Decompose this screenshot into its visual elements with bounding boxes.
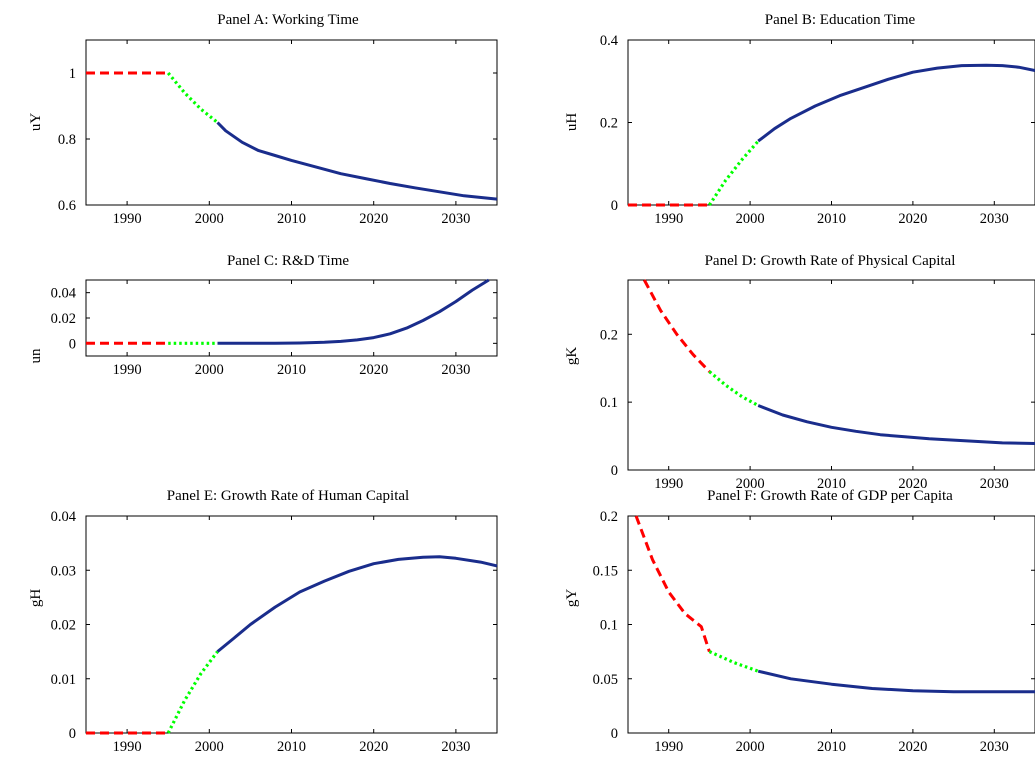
- panel-a-title: Panel A: Working Time: [217, 12, 359, 28]
- panel-a-xtick-label: 2020: [359, 211, 388, 227]
- panel-e-ytick-label: 0.01: [51, 672, 76, 688]
- panel-c-xtick-label: 2020: [359, 362, 388, 378]
- panel-e: Panel E: Growth Rate of Human Capital gH…: [28, 488, 498, 755]
- panel-f-ytick-label: 0.2: [600, 509, 618, 525]
- panel-a-xtick-label: 2000: [195, 211, 224, 227]
- panel-a-ytick-label: 0.6: [58, 198, 76, 214]
- panel-f-series-solid: [757, 669, 1035, 694]
- panel-f: Panel F: Growth Rate of GDP per Capita g…: [564, 488, 1035, 755]
- panel-a-xtick-label: 2010: [277, 211, 306, 227]
- panel-b-ytick-label: 0.4: [600, 33, 619, 49]
- panel-d-series-dotted: [708, 370, 759, 407]
- panel-b-xtick-label: 2030: [980, 211, 1009, 227]
- panel-f-ytick-label: 0.1: [600, 618, 618, 634]
- panel-b-ytick-label: 0.2: [600, 116, 618, 132]
- panel-d-title: Panel D: Growth Rate of Physical Capital: [705, 253, 956, 269]
- panel-a-ytick-label: 0.8: [58, 132, 76, 148]
- panel-f-xtick-label: 2030: [980, 739, 1009, 755]
- panel-e-ytick-label: 0.04: [51, 509, 77, 525]
- panel-c-ytick-label: 0.02: [51, 311, 76, 327]
- panel-a-ylabel: uY: [28, 113, 44, 132]
- panel-d: Panel D: Growth Rate of Physical Capital…: [564, 253, 1035, 492]
- panel-a: Panel A: Working Time uY 1990 2000 2010 202…: [28, 12, 498, 227]
- panel-b-xtick-label: 2010: [817, 211, 846, 227]
- panel-c-ylabel: un: [28, 348, 44, 364]
- panel-e-series-dotted: [166, 650, 219, 734]
- panel-d-xtick-label: 2030: [980, 476, 1009, 492]
- panel-e-xtick-label: 2020: [359, 739, 388, 755]
- panel-f-ytick-label: 0.05: [593, 672, 618, 688]
- panel-e-ylabel: gH: [28, 589, 44, 608]
- panel-b-xtick-label: 1990: [654, 211, 683, 227]
- panel-e-title: Panel E: Growth Rate of Human Capital: [167, 488, 409, 504]
- panel-b-series-solid: [757, 63, 1035, 143]
- panel-f-ylabel: gY: [564, 589, 580, 608]
- panel-c-title: Panel C: R&D Time: [227, 253, 349, 269]
- panel-a-ytick-label: 1: [69, 66, 76, 82]
- panel-e-xtick-label: 2010: [277, 739, 306, 755]
- panel-e-ytick-label: 0.03: [51, 563, 76, 579]
- panel-c: Panel C: R&D Time un 1990 2000 2010 2020 203…: [28, 253, 498, 378]
- panel-b-xtick-label: 2020: [898, 211, 927, 227]
- panel-f-series-dotted: [708, 650, 759, 673]
- panel-d-xtick-label: 2010: [817, 476, 846, 492]
- panel-c-series-solid: [217, 278, 490, 345]
- panel-c-xtick-label: 1990: [113, 362, 142, 378]
- panel-a-series-dotted: [166, 71, 219, 124]
- panel-a-frame: [85, 39, 498, 206]
- panel-f-xtick-label: 2000: [736, 739, 765, 755]
- panel-c-xtick-label: 2030: [441, 362, 470, 378]
- panel-e-xtick-label: 1990: [113, 739, 142, 755]
- panel-d-series-solid: [757, 404, 1035, 445]
- panel-e-ytick-label: 0: [69, 726, 76, 742]
- panel-f-xtick-label: 1990: [654, 739, 683, 755]
- panel-a-series-solid: [216, 121, 498, 201]
- panel-f-xtick-label: 2010: [817, 739, 846, 755]
- panel-b-series-dotted: [708, 140, 760, 206]
- panel-f-xtick-label: 2020: [898, 739, 927, 755]
- panel-b: Panel B: Education Time uH 1990 2000 2010 2…: [564, 12, 1035, 227]
- panel-c-xtick-label: 2010: [277, 362, 306, 378]
- panel-c-ytick-label: 0.04: [51, 286, 77, 302]
- panel-b-title: Panel B: Education Time: [765, 12, 916, 28]
- panel-d-xtick-label: 2000: [736, 476, 765, 492]
- panel-f-ytick-label: 0.15: [593, 563, 618, 579]
- panel-d-ylabel: gK: [564, 347, 580, 366]
- panel-b-ylabel: uH: [564, 113, 580, 132]
- panel-e-series-solid: [216, 555, 498, 653]
- panel-d-ytick-label: 0: [611, 463, 618, 479]
- panel-b-ytick-label: 0: [611, 198, 618, 214]
- panel-f-title: Panel F: Growth Rate of GDP per Capita: [707, 488, 953, 504]
- panel-e-frame: [85, 515, 498, 734]
- panel-c-ytick-label: 0: [69, 336, 76, 352]
- panel-d-series-dashed: [642, 279, 711, 373]
- panel-f-frame: [627, 515, 1035, 734]
- panel-c-xtick-label: 2000: [195, 362, 224, 378]
- panel-d-ytick-label: 0.2: [600, 327, 618, 343]
- panel-f-series-dashed: [634, 515, 711, 653]
- panel-d-xtick-label: 1990: [654, 476, 683, 492]
- panel-e-ytick-label: 0.02: [51, 618, 76, 634]
- panel-a-xtick-label: 2030: [441, 211, 470, 227]
- panel-a-xtick-label: 1990: [113, 211, 142, 227]
- panel-d-ytick-label: 0.1: [600, 395, 618, 411]
- panel-b-xtick-label: 2000: [736, 211, 765, 227]
- panel-e-xtick-label: 2000: [195, 739, 224, 755]
- panel-f-ytick-label: 0: [611, 726, 618, 742]
- panel-d-xtick-label: 2020: [898, 476, 927, 492]
- panel-e-xtick-label: 2030: [441, 739, 470, 755]
